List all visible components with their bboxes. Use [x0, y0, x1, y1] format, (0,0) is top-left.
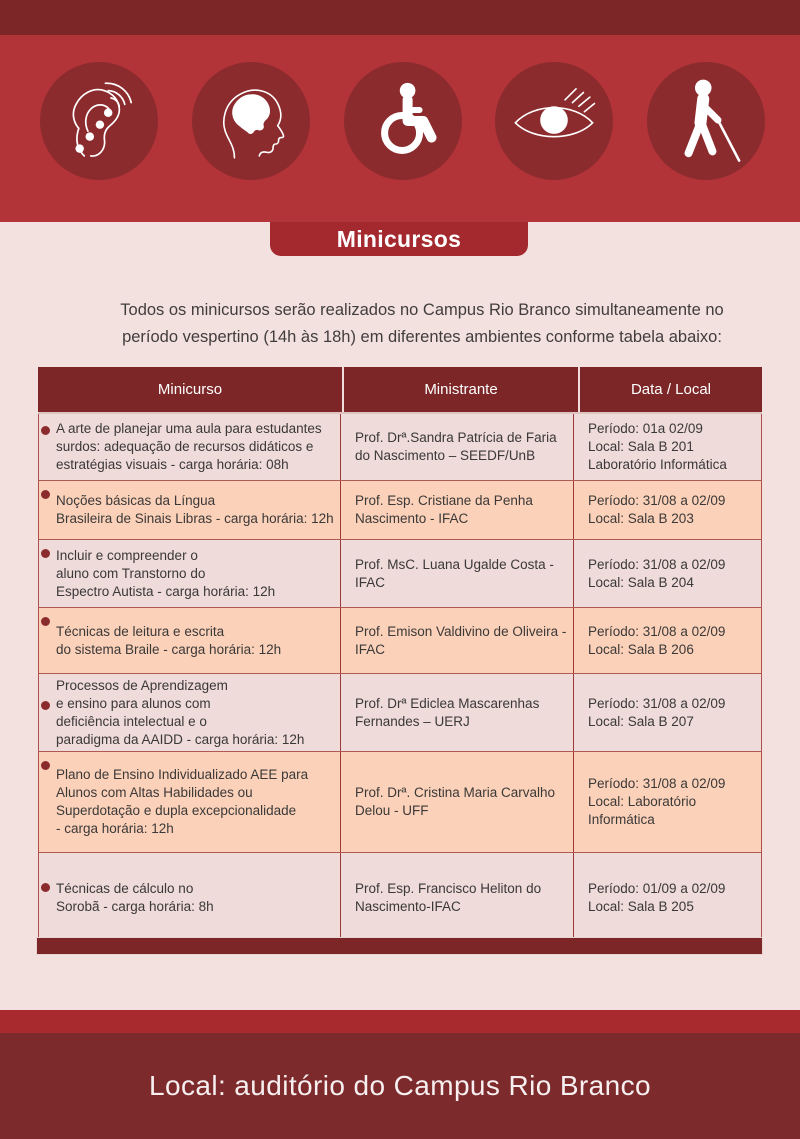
bullet-icon — [41, 426, 50, 435]
table-row: Técnicas de cálculo no Sorobã - carga ho… — [39, 853, 761, 942]
date-local-cell: Período: 31/08 a 02/09 Local: Laboratóri… — [588, 776, 726, 827]
instructor-cell: Prof. Esp. Francisco Heliton do Nascimen… — [341, 853, 574, 942]
date-local-cell: Período: 31/08 a 02/09 Local: Sala B 207 — [588, 695, 726, 729]
date-local-cell: Período: 31/08 a 02/09 Local: Sala B 206 — [588, 623, 726, 657]
course-cell: Incluir e compreender o aluno com Transt… — [39, 540, 341, 607]
course-title: Processos de Aprendizagem e ensino para … — [56, 677, 305, 747]
instructor-cell: Prof. Emison Valdivino de Oliveira - IFA… — [341, 608, 574, 673]
table-end-bar — [36, 937, 763, 955]
column-header-ministrante: Ministrante — [344, 367, 580, 412]
course-title: Plano de Ensino Individualizado AEE para… — [56, 767, 309, 836]
cognitive-disability-icon — [191, 62, 310, 180]
table-row: Incluir e compreender o aluno com Transt… — [39, 540, 761, 608]
bullet-icon — [41, 549, 50, 558]
table-row: Noções básicas da Língua Brasileira de S… — [39, 481, 761, 540]
course-title: Incluir e compreender o aluno com Transt… — [56, 547, 276, 599]
bullet-icon — [41, 883, 50, 892]
column-header-minicurso: Minicurso — [38, 367, 344, 412]
footer-band: Local: auditório do Campus Rio Branco — [0, 1033, 800, 1139]
instructor-cell: Prof. MsC. Luana Ugalde Costa - IFAC — [341, 540, 574, 607]
instructor-cell: Prof. Drª.Sandra Patrícia de Faria do Na… — [341, 414, 574, 480]
instructor-cell: Prof. Drª Ediclea Mascarenhas Fernandes … — [341, 674, 574, 751]
table-row: Plano de Ensino Individualizado AEE para… — [39, 752, 761, 853]
top-strip — [0, 0, 800, 35]
course-cell: Noções básicas da Língua Brasileira de S… — [39, 481, 341, 539]
date-local-cell: Período: 31/08 a 02/09 Local: Sala B 203 — [588, 493, 726, 526]
course-cell: Processos de Aprendizagem e ensino para … — [39, 674, 341, 751]
footer-location-text: Local: auditório do Campus Rio Branco — [149, 1070, 651, 1101]
bullet-icon — [41, 761, 50, 770]
date-local-cell: Período: 01/09 a 02/09 Local: Sala B 205 — [588, 880, 726, 914]
title-tab: Minicursos — [270, 222, 528, 256]
course-title: Técnicas de leitura e escrita do sistema… — [56, 623, 282, 657]
course-cell: Técnicas de cálculo no Sorobã - carga ho… — [39, 853, 341, 942]
course-cell: A arte de planejar uma aula para estudan… — [39, 414, 341, 480]
course-title: Técnicas de cálculo no Sorobã - carga ho… — [56, 880, 214, 914]
table-body: A arte de planejar uma aula para estudan… — [38, 414, 762, 943]
minicursos-table: Minicurso Ministrante Data / Local A art… — [38, 367, 762, 943]
column-header-data-local: Data / Local — [630, 381, 712, 398]
footer-strip — [0, 1010, 800, 1033]
bullet-icon — [41, 490, 50, 499]
bullet-icon — [41, 701, 50, 710]
low-vision-icon — [495, 62, 614, 180]
bullet-icon — [41, 617, 50, 626]
instructor-cell: Prof. Esp. Cristiane da Penha Nascimento… — [341, 481, 574, 539]
course-cell: Técnicas de leitura e escrita do sistema… — [39, 608, 341, 673]
course-cell: Plano de Ensino Individualizado AEE para… — [39, 752, 341, 852]
instructor-cell: Prof. Drª. Cristina Maria Carvalho Delou… — [341, 752, 574, 852]
hearing-impairment-icon — [40, 62, 158, 180]
table-row: Processos de Aprendizagem e ensino para … — [39, 674, 761, 752]
intro-text: Todos os minicursos serão realizados no … — [120, 301, 724, 346]
course-title: Noções básicas da Língua Brasileira de S… — [56, 493, 334, 526]
table-row: A arte de planejar uma aula para estudan… — [39, 414, 761, 481]
blind-person-icon — [647, 62, 765, 180]
table-row: Técnicas de leitura e escrita do sistema… — [39, 608, 761, 674]
date-local-cell: Período: 31/08 a 02/09 Local: Sala B 204 — [588, 556, 726, 590]
accessibility-icon-row — [40, 62, 765, 180]
table-header-row: Minicurso Ministrante Data / Local — [38, 367, 762, 414]
course-title: A arte de planejar uma aula para estudan… — [56, 421, 322, 472]
wheelchair-icon — [343, 62, 462, 180]
page-title: Minicursos — [336, 225, 462, 252]
date-local-cell: Período: 01a 02/09 Local: Sala B 201 Lab… — [588, 421, 727, 472]
